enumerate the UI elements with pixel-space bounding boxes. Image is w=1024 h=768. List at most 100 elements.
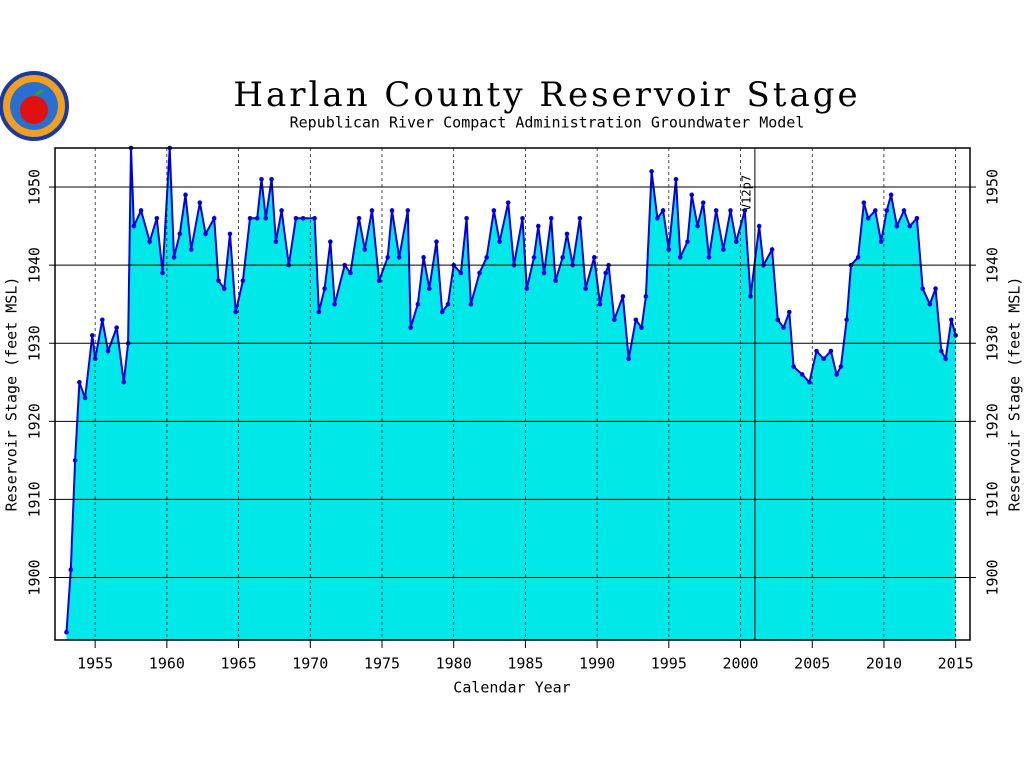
point: [203, 231, 208, 237]
point: [639, 325, 644, 330]
point: [114, 325, 119, 330]
y2-tick-label: 1950: [984, 169, 1002, 205]
x-tick-label: 2005: [794, 655, 830, 673]
point: [564, 231, 570, 237]
point: [312, 215, 317, 221]
point: [405, 208, 411, 213]
y2-tick-label: 1940: [984, 247, 1002, 283]
point: [497, 239, 502, 245]
point: [649, 169, 654, 174]
point: [786, 309, 792, 315]
point: [221, 286, 227, 291]
x-tick-label: 1960: [149, 655, 185, 673]
point: [821, 356, 827, 362]
x-tick-label: 2015: [938, 655, 974, 673]
x-tick-label: 2000: [722, 655, 758, 673]
point: [68, 567, 74, 573]
point: [861, 200, 867, 205]
point: [907, 223, 913, 229]
point: [700, 200, 706, 205]
point: [138, 208, 144, 213]
point: [385, 255, 391, 260]
point: [828, 348, 834, 354]
point: [269, 176, 274, 182]
plot-frame: [54, 147, 971, 641]
point: [273, 239, 279, 245]
point: [756, 223, 762, 229]
point: [689, 192, 695, 198]
line: [65, 147, 957, 633]
x-tick-label: 2010: [866, 655, 902, 673]
point: [445, 301, 451, 307]
point: [240, 278, 246, 284]
point: [901, 208, 907, 213]
y2-tick-label: 1900: [984, 559, 1002, 595]
point: [211, 215, 217, 221]
point: [328, 239, 333, 245]
point: [263, 215, 269, 221]
point: [548, 215, 554, 221]
point: [421, 255, 426, 260]
point: [131, 223, 137, 229]
point: [799, 372, 805, 377]
point: [695, 223, 700, 229]
point: [408, 325, 413, 330]
annotation-label: V12p7: [739, 175, 753, 211]
point: [884, 208, 890, 213]
y-tick-label: 1930: [26, 325, 44, 361]
x-tick-label: 1995: [651, 655, 687, 673]
point: [553, 278, 558, 284]
point: [914, 215, 920, 221]
y-axis-label: Reservoir Stage (feet MSL): [3, 277, 21, 512]
point: [949, 317, 954, 323]
point: [259, 176, 264, 182]
point: [434, 239, 439, 245]
point: [100, 317, 105, 323]
y-tick-label: 1920: [26, 403, 44, 439]
point: [626, 356, 631, 362]
point: [844, 317, 849, 323]
point: [769, 247, 775, 252]
x-tick-label: 1970: [292, 655, 328, 673]
y-tick-label: 1950: [26, 169, 44, 205]
chart-title: Harlan County Reservoir Stage: [233, 75, 860, 115]
point: [362, 247, 368, 252]
point: [748, 294, 753, 299]
point: [706, 255, 712, 260]
point: [376, 278, 382, 284]
point: [838, 364, 844, 369]
point: [560, 255, 565, 260]
point: [247, 215, 253, 221]
point: [183, 192, 188, 198]
point: [415, 301, 421, 307]
point: [427, 286, 432, 291]
point: [685, 239, 690, 245]
point: [878, 239, 884, 245]
x-tick-label: 1980: [436, 655, 472, 673]
point: [603, 270, 609, 276]
point: [536, 223, 541, 229]
chart-subtitle: Republican River Compact Administration …: [290, 114, 805, 132]
point: [491, 208, 497, 213]
x-tick-label: 1975: [364, 655, 400, 673]
point: [348, 270, 353, 276]
y2-tick-label: 1930: [984, 325, 1002, 361]
point: [920, 286, 925, 291]
point: [520, 215, 525, 221]
y2-axis-label: Reservoir Stage (feet MSL): [1006, 277, 1024, 512]
point: [171, 255, 177, 260]
point: [713, 208, 719, 213]
point: [655, 215, 660, 221]
point: [458, 270, 464, 276]
x-tick-label: 1985: [507, 655, 543, 673]
point: [439, 309, 445, 315]
point: [216, 278, 221, 284]
point: [477, 270, 482, 276]
x-tick-label: 1965: [221, 655, 257, 673]
point: [814, 348, 819, 354]
point: [541, 270, 547, 276]
point: [666, 247, 672, 252]
point: [660, 208, 666, 213]
point: [933, 286, 938, 291]
